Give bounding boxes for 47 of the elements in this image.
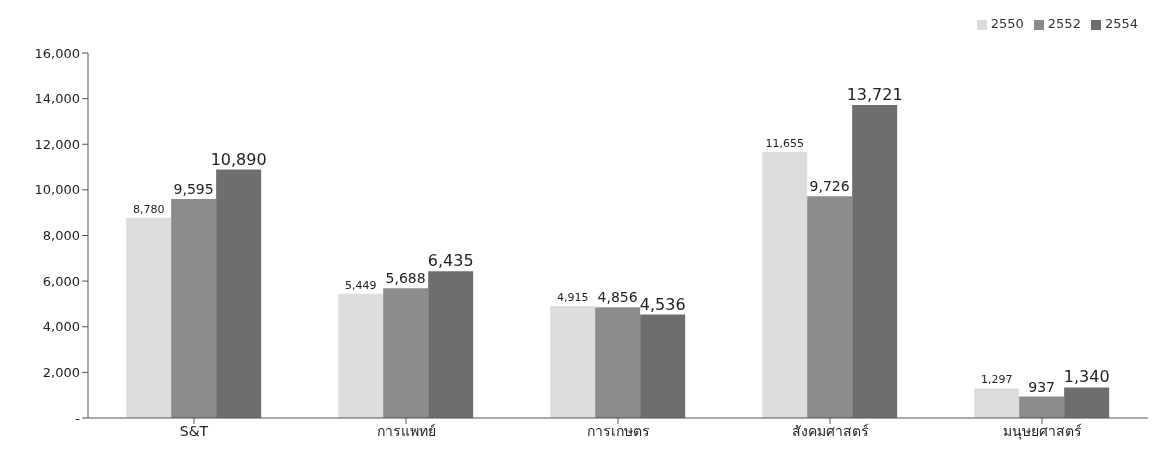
data-label: 8,780: [132, 202, 165, 216]
bar: [126, 217, 172, 418]
bar: [974, 388, 1020, 418]
x-tick-label: การเกษตร: [586, 422, 650, 439]
bar: [171, 199, 217, 418]
bar: [595, 307, 641, 418]
y-tick-label: -: [75, 410, 81, 426]
legend-label: 2552: [1047, 16, 1081, 31]
data-label: 10,890: [210, 149, 267, 169]
data-label: 6,435: [427, 251, 474, 271]
bar: [1064, 387, 1110, 418]
y-tick-label: 2,000: [42, 364, 80, 380]
y-tick-label: 10,000: [34, 182, 80, 198]
bar: [383, 288, 429, 418]
x-tick-label: มนุษยศาสตร์: [1002, 422, 1082, 440]
x-tick-label: การแพทย์: [376, 422, 436, 439]
data-label: 5,688: [385, 270, 426, 287]
bar: [216, 169, 262, 418]
bar: [640, 314, 686, 418]
bar: [550, 305, 596, 418]
data-label: 1,340: [1063, 367, 1110, 387]
data-label: 13,721: [846, 84, 903, 104]
bar: [338, 293, 384, 418]
y-tick-label: 4,000: [42, 319, 80, 335]
data-label: 4,856: [597, 289, 638, 306]
x-tick-label: สังคมศาสตร์: [791, 422, 869, 439]
legend-label: 2550: [990, 16, 1024, 31]
bar: [428, 271, 474, 418]
data-label: 9,726: [809, 178, 850, 195]
legend-label: 2554: [1104, 16, 1138, 31]
data-label: 4,915: [556, 290, 589, 304]
bar: [852, 104, 898, 418]
data-label: 4,536: [639, 294, 686, 314]
y-tick-label: 12,000: [34, 136, 80, 152]
y-tick-label: 6,000: [42, 273, 80, 289]
data-label: 11,655: [765, 137, 804, 151]
x-tick-label: S&T: [179, 422, 209, 439]
bar: [807, 196, 853, 418]
data-label: 9,595: [173, 181, 214, 198]
y-tick-label: 16,000: [34, 45, 80, 61]
y-tick-label: 8,000: [42, 228, 80, 244]
data-label: 5,449: [344, 278, 377, 292]
y-tick-label: 14,000: [34, 91, 80, 107]
data-label: 1,297: [980, 373, 1013, 387]
bar: [762, 152, 808, 418]
bar: [1019, 396, 1065, 418]
data-label: 937: [1028, 378, 1056, 395]
